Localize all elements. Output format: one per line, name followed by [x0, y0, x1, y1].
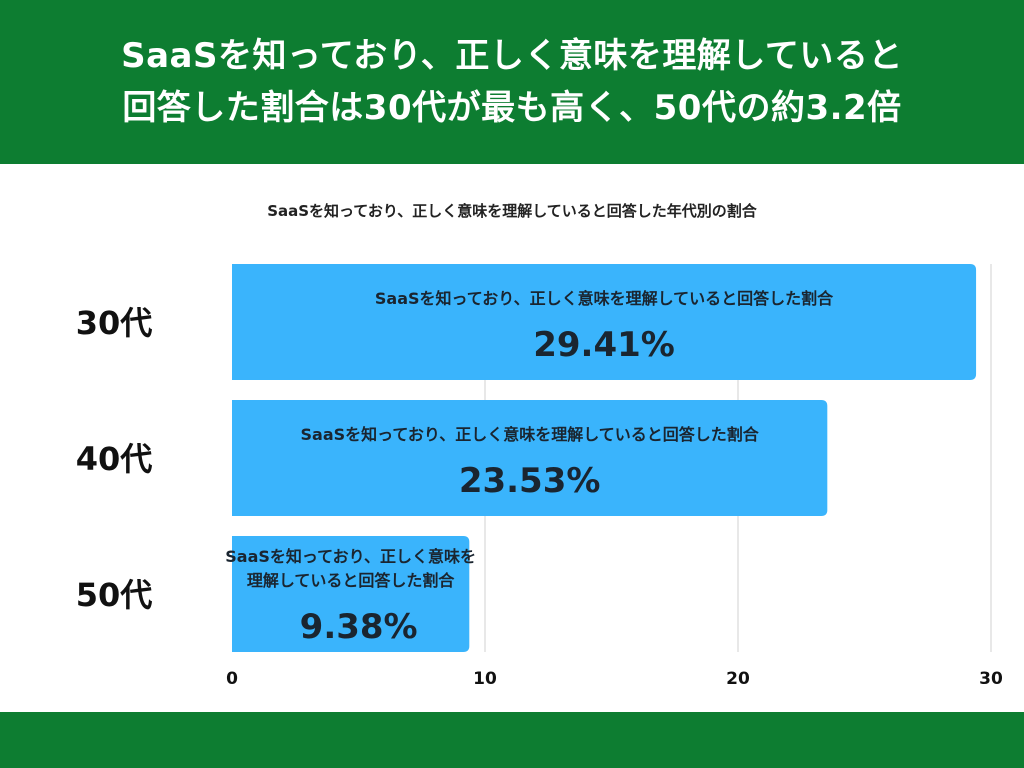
bar — [232, 264, 977, 380]
data-label: 9.38% — [300, 607, 418, 647]
category-label: 30代 — [76, 304, 153, 342]
bar — [232, 400, 828, 516]
x-tick-label: 30 — [979, 669, 1003, 689]
bar-series-label: SaaSを知っており、正しく意味を理解していると回答した割合 — [375, 289, 834, 308]
headline-line-2: 回答した割合は30代が最も高く、50代の約3.2倍 — [122, 88, 902, 128]
data-label: 23.53% — [459, 461, 601, 501]
bar-series-label: SaaSを知っており、正しく意味を — [225, 547, 476, 566]
category-label: 50代 — [76, 576, 153, 614]
category-label: 40代 — [76, 440, 153, 478]
x-tick-label: 20 — [726, 669, 750, 689]
footer-band — [0, 712, 1024, 768]
bar-chart: 0 10 20 30 30代 SaaSを知っており、正しく意味を理解していると回答した割合… — [76, 264, 1003, 689]
headline-line-1: SaaSを知っており、正しく意味を理解していると — [121, 36, 903, 76]
data-label: 29.41% — [533, 325, 675, 365]
bar — [232, 536, 470, 652]
bar-series-label: 理解していると回答した割合 — [247, 571, 456, 590]
x-tick-label: 0 — [226, 669, 238, 689]
x-tick-label: 10 — [473, 669, 497, 689]
bar-series-label: SaaSを知っており、正しく意味を理解していると回答した割合 — [301, 425, 760, 444]
header-banner: SaaSを知っており、正しく意味を理解していると 回答した割合は30代が最も高く… — [0, 0, 1024, 164]
chart-title: SaaSを知っており、正しく意味を理解していると回答した年代別の割合 — [267, 202, 757, 220]
